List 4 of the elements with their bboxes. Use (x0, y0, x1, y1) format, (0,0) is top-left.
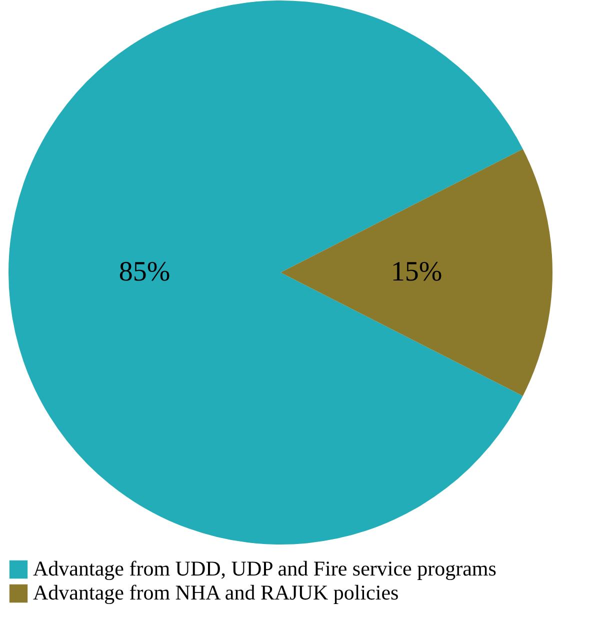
legend-label: Advantage from UDD, UDP and Fire service programs (33, 556, 496, 580)
data-label: 85% (118, 256, 170, 288)
legend-label: Advantage from NHA and RAJUK policies (33, 580, 399, 604)
data-label: 15% (390, 256, 442, 288)
